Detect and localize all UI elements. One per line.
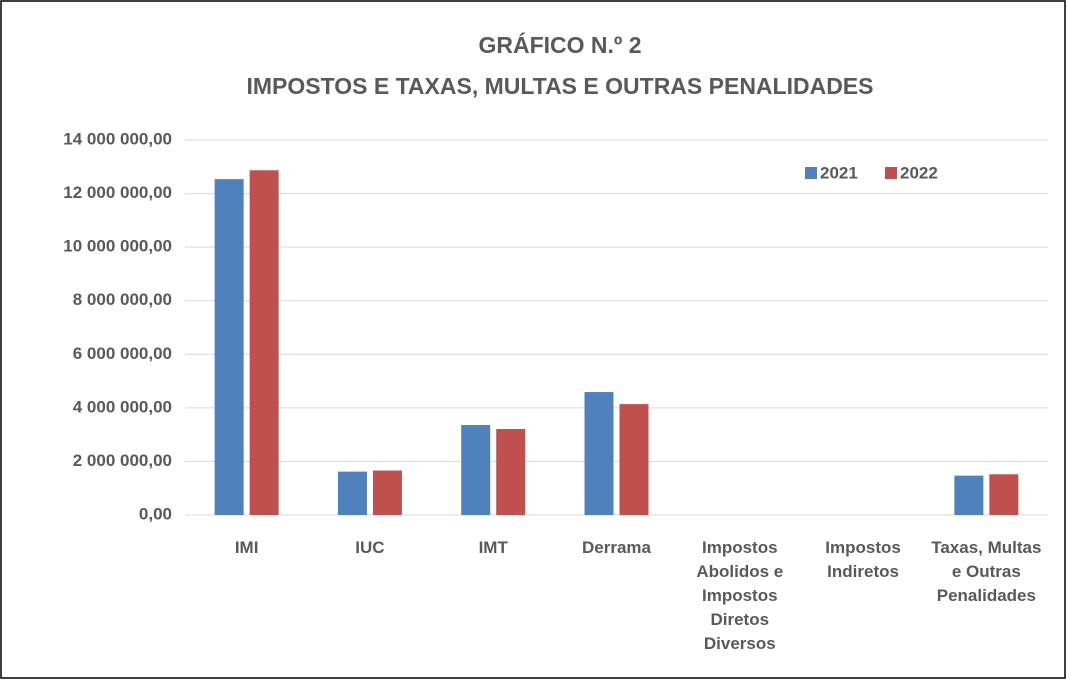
bar [249, 170, 279, 515]
chart-title: IMPOSTOS E TAXAS, MULTAS E OUTRAS PENALI… [246, 73, 873, 99]
bar [496, 429, 526, 515]
x-tick-label: Impostos Indiretos [825, 538, 901, 581]
bar [584, 392, 614, 515]
x-tick-label: Taxas, Multas e Outras Penalidades [931, 538, 1042, 605]
x-tick-label: IMI [234, 538, 259, 557]
y-tick-label: 2 000 000,00 [73, 451, 172, 470]
x-tick-label: IUC [355, 538, 385, 557]
bar [214, 179, 244, 515]
y-tick-label: 10 000 000,00 [63, 237, 172, 256]
y-tick-label: 0,00 [139, 504, 172, 523]
legend-swatch [805, 167, 817, 179]
bar [954, 475, 984, 515]
legend-label: 2021 [820, 163, 858, 182]
y-tick-label: 6 000 000,00 [73, 344, 172, 363]
legend-label: 2022 [900, 163, 938, 182]
y-tick-label: 8 000 000,00 [73, 290, 172, 309]
x-tick-label: Impostos Abolidos e Impostos Diretos Div… [696, 538, 784, 653]
x-tick-label: IMT [478, 538, 508, 557]
y-tick-label: 4 000 000,00 [73, 397, 172, 416]
x-tick-label: Derrama [582, 538, 651, 557]
legend-swatch [885, 167, 897, 179]
y-tick-label: 14 000 000,00 [63, 129, 172, 148]
bar [337, 471, 367, 515]
bar [372, 470, 402, 515]
bar [619, 404, 649, 515]
bar [461, 425, 491, 515]
bar [989, 474, 1019, 515]
chart-title: GRÁFICO N.º 2 [478, 31, 641, 58]
y-tick-label: 12 000 000,00 [63, 183, 172, 202]
